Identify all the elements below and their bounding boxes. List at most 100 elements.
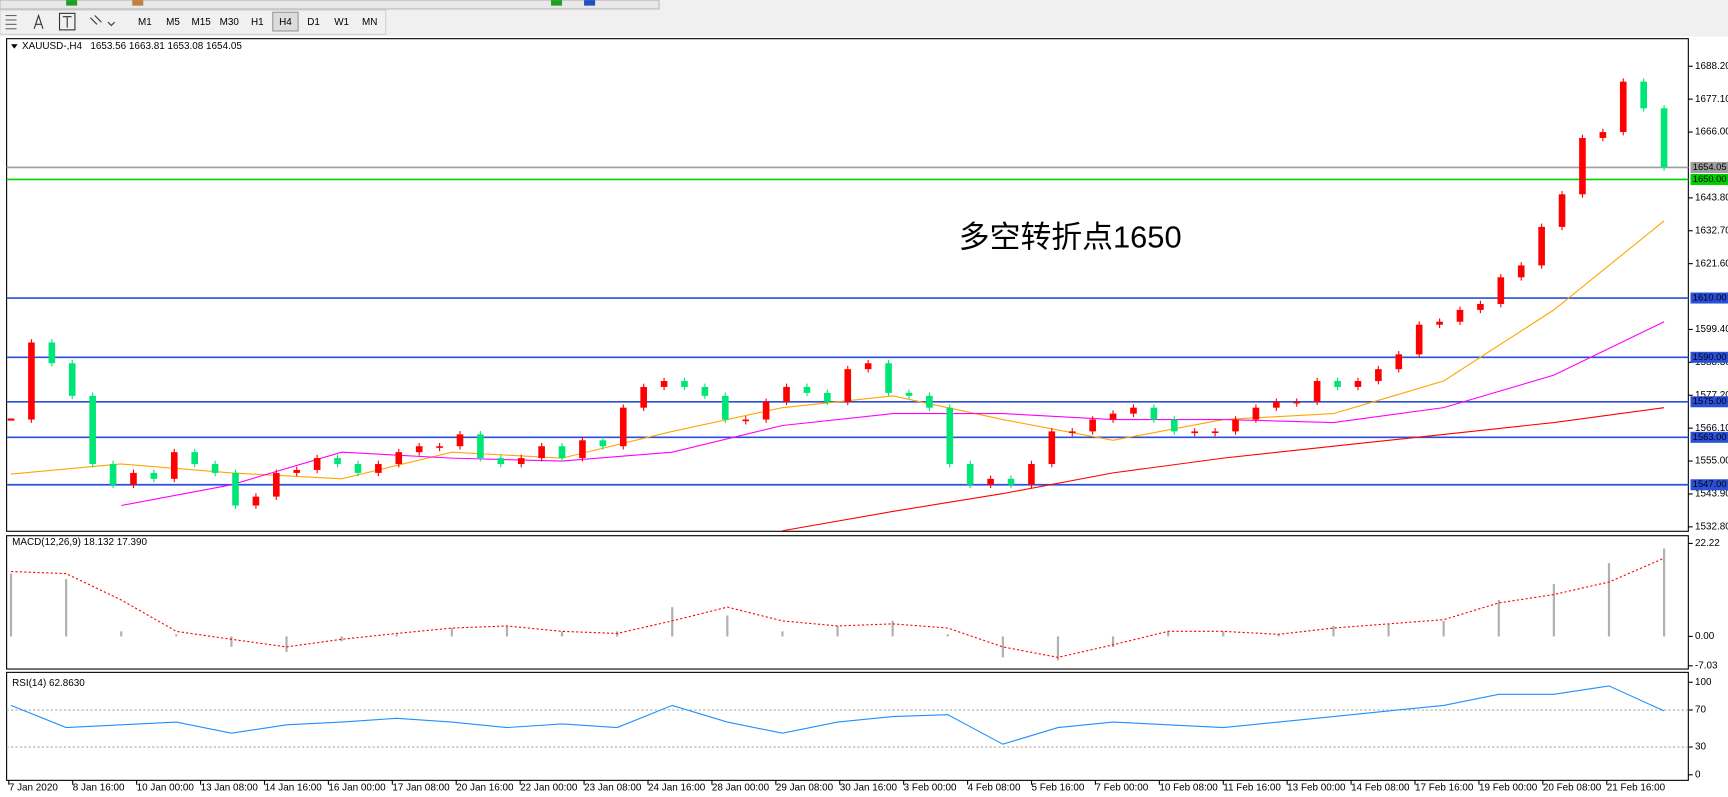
candle	[1497, 277, 1505, 304]
candle	[946, 407, 954, 465]
x-tick-label: 13 Jan 08:00	[201, 783, 259, 794]
arrows-tool[interactable]	[89, 15, 116, 27]
x-tick-label: 30 Jan 16:00	[840, 783, 898, 794]
candle	[1191, 431, 1198, 434]
x-tick-label: 8 Jan 16:00	[73, 783, 125, 794]
candle	[885, 363, 892, 393]
candle	[1068, 431, 1076, 434]
symbol-arrow	[11, 44, 18, 49]
x-tick-label: 28 Jan 00:00	[712, 783, 770, 794]
y-tick-label: 1666.00	[1695, 127, 1728, 138]
candle	[252, 496, 260, 506]
candle	[1538, 226, 1545, 266]
candle	[48, 342, 56, 364]
candle	[1660, 108, 1668, 168]
candle	[844, 369, 852, 402]
candle	[273, 472, 280, 497]
candle	[293, 469, 301, 473]
x-tick-label: 23 Jan 08:00	[584, 783, 642, 794]
candle	[1436, 321, 1443, 325]
x-tick-label: 14 Feb 08:00	[1351, 783, 1410, 794]
y-tick-label: 0.00	[1695, 631, 1715, 642]
toolbar-icon[interactable]	[66, 0, 78, 6]
x-tick-label: 16 Jan 00:00	[328, 783, 386, 794]
candle	[640, 386, 647, 408]
y-tick-label: 1566.10	[1695, 423, 1728, 434]
candle	[130, 472, 137, 485]
candle	[783, 386, 790, 402]
candle	[803, 386, 811, 393]
macd-title: MACD(12,26,9) 18.132 17.390	[12, 537, 147, 548]
timeframe-label: M30	[220, 17, 240, 28]
candle	[905, 392, 913, 396]
level-label: 1575.00	[1693, 396, 1727, 406]
level-label: 1563.00	[1693, 432, 1727, 442]
level-label-box	[1690, 161, 1728, 173]
toolbar-icon[interactable]	[132, 0, 144, 6]
candle	[558, 446, 566, 459]
moving-average	[121, 321, 1665, 507]
x-tick-label: 17 Jan 08:00	[392, 783, 450, 794]
candle	[1354, 381, 1362, 387]
candle	[1109, 413, 1117, 420]
timeframe-label: M5	[166, 17, 180, 28]
timeframe-label: H4	[279, 17, 292, 28]
timeframe-button[interactable]	[272, 11, 299, 32]
toolbar-icon[interactable]	[551, 0, 563, 6]
x-tick-label: 22 Jan 00:00	[520, 783, 578, 794]
level-label: 1610.00	[1693, 293, 1727, 303]
timeframe-label: M15	[191, 17, 211, 28]
candle	[436, 446, 443, 448]
candle	[1007, 478, 1015, 485]
candle	[1273, 401, 1280, 408]
toolbar-grip	[5, 14, 17, 30]
candle	[1579, 137, 1586, 195]
candle	[864, 363, 872, 370]
candle	[1252, 407, 1260, 420]
y-tick-label: 70	[1695, 705, 1707, 716]
level-label-box	[1690, 351, 1728, 363]
x-tick-label: 21 Feb 16:00	[1607, 783, 1666, 794]
level-label-box	[1690, 292, 1728, 304]
timeframe-label: D1	[307, 17, 320, 28]
signal-line	[10, 557, 1665, 658]
y-tick-label: 1632.70	[1695, 225, 1728, 236]
candle	[1048, 431, 1056, 465]
candle	[1517, 265, 1525, 278]
y-tick-label: 1555.00	[1695, 456, 1728, 467]
timeframe-label: M1	[138, 17, 152, 28]
candle	[762, 401, 770, 420]
candle	[456, 434, 464, 447]
candle	[517, 458, 525, 465]
y-tick-label: 0	[1695, 769, 1701, 780]
y-tick-label: 1677.10	[1695, 94, 1728, 105]
candle	[375, 464, 382, 473]
timeframe-label: H1	[251, 17, 264, 28]
candle	[7, 418, 15, 421]
candle	[619, 407, 627, 447]
x-tick-label: 4 Feb 08:00	[968, 783, 1021, 794]
y-tick-label: 1688.20	[1695, 61, 1728, 72]
candle	[1415, 324, 1423, 355]
candle	[354, 464, 362, 473]
x-tick-label: 19 Feb 00:00	[1479, 783, 1538, 794]
moving-average	[10, 220, 1665, 480]
x-tick-label: 10 Jan 00:00	[137, 783, 195, 794]
candle	[742, 419, 750, 422]
candle	[722, 395, 729, 420]
y-tick-label: 1532.80	[1695, 521, 1728, 532]
label-tool[interactable]	[58, 12, 76, 31]
candle	[599, 440, 607, 447]
candle	[1089, 419, 1096, 432]
y-tick-label: 1599.40	[1695, 324, 1728, 335]
candle	[1232, 419, 1239, 432]
rsi-panel	[6, 671, 1689, 781]
candle	[334, 458, 341, 465]
x-tick-label: 17 Feb 16:00	[1415, 783, 1474, 794]
toolbar-icon[interactable]	[584, 0, 596, 6]
y-tick-label: 1621.60	[1695, 258, 1728, 269]
toolbar-top	[0, 0, 660, 10]
quote: 1653.56 1663.81 1653.08 1654.05	[90, 41, 242, 52]
